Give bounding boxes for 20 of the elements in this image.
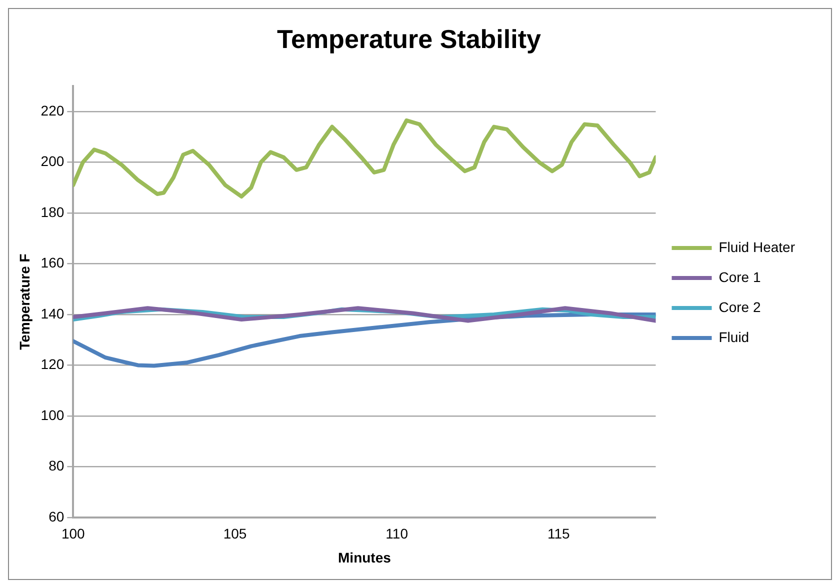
legend-label: Core 2 (718, 298, 761, 315)
y-tick-label: 220 (40, 102, 64, 118)
legend-label: Fluid (718, 328, 750, 345)
x-tick-label: 100 (61, 526, 86, 542)
chart-title: Temperature Stability (277, 24, 542, 54)
y-tick-label: 160 (40, 254, 64, 271)
x-tick-label: 115 (547, 526, 570, 542)
y-tick-label: 180 (40, 204, 64, 220)
y-tick-label: 60 (48, 508, 64, 524)
legend-label: Fluid Heater (718, 238, 796, 255)
x-tick-label: 110 (386, 526, 408, 542)
y-axis-title: Temperature F (16, 253, 32, 350)
y-tick-label: 200 (40, 153, 64, 170)
legend-label: Core 1 (718, 268, 761, 285)
y-tick-label: 80 (48, 458, 64, 474)
y-tick-label: 100 (40, 406, 64, 423)
y-tick-label: 140 (40, 305, 64, 322)
x-tick-label: 105 (223, 526, 247, 542)
y-tick-label: 120 (40, 356, 64, 372)
x-axis-title: Minutes (338, 549, 392, 566)
